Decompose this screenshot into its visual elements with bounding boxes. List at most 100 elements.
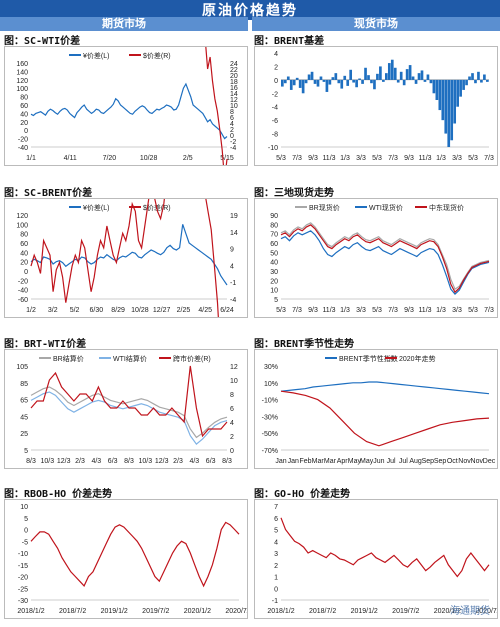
bar bbox=[361, 79, 364, 84]
y-right-tick-label: 6 bbox=[230, 406, 234, 413]
y-tick-label: 6 bbox=[274, 516, 278, 523]
y-right-tick-label: 0 bbox=[230, 448, 234, 455]
x-tick-label: Mar bbox=[312, 458, 325, 465]
series-line bbox=[30, 0, 228, 181]
x-tick-label: 7/3 bbox=[484, 307, 494, 314]
y-right-tick-label: 8 bbox=[230, 109, 234, 116]
y-tick-label: -4 bbox=[272, 105, 278, 112]
y-tick-label: 20 bbox=[270, 278, 278, 285]
series-line bbox=[30, 82, 228, 140]
y-tick-label: 10 bbox=[20, 504, 28, 511]
y-tick-label: 2 bbox=[274, 563, 278, 570]
series-line bbox=[30, 521, 240, 588]
legend-label: BR结算价 bbox=[53, 354, 84, 363]
y-right-tick-label: 10 bbox=[230, 378, 238, 385]
bar bbox=[298, 79, 302, 88]
x-tick-label: 8/29 bbox=[111, 307, 125, 314]
bar bbox=[420, 70, 424, 80]
y-right-tick-label: 2 bbox=[230, 127, 234, 134]
bar bbox=[376, 73, 379, 80]
page-header: 原油价格趋势 bbox=[0, 0, 500, 20]
y-right-tick-label: 10 bbox=[230, 103, 238, 110]
y-tick-label: 60 bbox=[270, 241, 278, 248]
y-tick-label: 85 bbox=[20, 381, 28, 388]
bar bbox=[453, 79, 457, 124]
x-tick-label: 5/15 bbox=[220, 155, 234, 162]
chart-svg-rbob-ho: 10 5 0 -5 -10 -15 -20 -25 -30 2018/1/2 2018/7/2 201… bbox=[17, 504, 252, 615]
bar bbox=[313, 79, 317, 84]
bar bbox=[474, 79, 477, 84]
x-tick-label: 12/3 bbox=[57, 458, 71, 465]
y-tick-label: 4 bbox=[274, 51, 278, 58]
x-tick-label: Sep bbox=[434, 458, 447, 465]
x-tick-label: 4/25 bbox=[198, 307, 212, 314]
x-tick-label: 2/25 bbox=[177, 307, 191, 314]
x-tick-label: Jul bbox=[399, 458, 408, 465]
bar bbox=[414, 79, 418, 84]
x-tick-label: 5/3 bbox=[468, 307, 478, 314]
y-right-tick-label: 24 bbox=[230, 61, 238, 68]
x-tick-label: 2020/7/2 bbox=[225, 608, 247, 615]
bar bbox=[390, 59, 394, 80]
y-tick-label: -20 bbox=[18, 575, 28, 582]
y-right-tick-label: 16 bbox=[230, 85, 238, 92]
panel-title: 图：BRENT季节性走势 bbox=[254, 339, 355, 350]
y-tick-label: 40 bbox=[20, 111, 28, 118]
x-tick-label: 12/27 bbox=[153, 307, 171, 314]
panel-title: 图：三地现货走势 bbox=[254, 188, 334, 199]
x-tick-label: 2019/7/2 bbox=[142, 608, 169, 615]
y-tick-label: -8 bbox=[272, 132, 278, 139]
bar bbox=[322, 79, 326, 82]
bar bbox=[358, 78, 361, 80]
bar bbox=[316, 79, 320, 87]
y-right-tick-label: 20 bbox=[230, 73, 238, 80]
bar bbox=[289, 79, 293, 90]
y-tick-label: 0 bbox=[274, 586, 278, 593]
x-tick-label: 2020/1/2 bbox=[434, 608, 461, 615]
y-tick-label: 20 bbox=[20, 120, 28, 127]
chart-panel-brent-basis: 4 2 0 -2 -4 -6 -8 -10 5/3 7/3 9/3 11/3 1/3 3/3 5/3 7/3 9… bbox=[254, 46, 498, 166]
bar bbox=[417, 73, 421, 80]
x-tick-label: 9/3 bbox=[404, 155, 414, 162]
x-tick-label: 10/28 bbox=[131, 307, 149, 314]
chart-svg-brent-basis: 4 2 0 -2 -4 -6 -8 -10 5/3 7/3 9/3 11/3 1/3 3/3 5/3 7/3 9… bbox=[268, 51, 494, 162]
x-tick-label: 6/24 bbox=[220, 307, 234, 314]
x-tick-label: 11/3 bbox=[322, 307, 335, 314]
y-tick-label: 5 bbox=[24, 516, 28, 523]
bar bbox=[373, 79, 376, 90]
chart-svg-sc-wti: 160140120100806040200-20-402422201816141… bbox=[16, 0, 238, 181]
y-right-tick-label: 4 bbox=[230, 121, 234, 128]
x-tick-label: 5/3 bbox=[372, 307, 382, 314]
bar bbox=[337, 79, 341, 84]
x-tick-label: Dec bbox=[483, 458, 496, 465]
x-tick-label: 1/1 bbox=[26, 155, 36, 162]
chart-panel-rbob-ho: 10 5 0 -5 -10 -15 -20 -25 -30 2018/1/2 2018/7/2 201… bbox=[4, 499, 253, 619]
bar bbox=[310, 71, 314, 80]
bar bbox=[343, 75, 347, 80]
bar bbox=[441, 79, 445, 121]
bar bbox=[471, 73, 474, 80]
y-tick-label: -40 bbox=[18, 288, 28, 295]
x-tick-label: 4/11 bbox=[64, 155, 77, 162]
bar bbox=[432, 79, 436, 94]
y-tick-label: 0 bbox=[24, 269, 28, 276]
y-right-tick-label: 9 bbox=[230, 247, 234, 254]
bar bbox=[304, 79, 308, 84]
x-tick-label: 1/3 bbox=[436, 155, 446, 162]
futures-subheader: 期货市场 bbox=[0, 17, 248, 31]
x-tick-label: 6/3 bbox=[108, 458, 118, 465]
bar bbox=[385, 73, 388, 80]
bar bbox=[286, 76, 290, 80]
series-line bbox=[280, 381, 490, 395]
y-tick-label: 100 bbox=[16, 222, 28, 229]
y-right-tick-label: 12 bbox=[230, 364, 238, 371]
legend-label: 2020年走势 bbox=[399, 354, 436, 363]
bar bbox=[325, 79, 329, 92]
y-tick-label: 3 bbox=[274, 551, 278, 558]
bar bbox=[411, 76, 415, 80]
y-tick-label: 10 bbox=[270, 288, 278, 295]
chart-panel-sc-wti: 160 140 120 100 80 60 40 20 0 -20 -40 24 22 20 18 16 14 1… bbox=[4, 0, 248, 181]
bar bbox=[340, 79, 344, 89]
x-tick-label: Apr bbox=[337, 458, 349, 465]
